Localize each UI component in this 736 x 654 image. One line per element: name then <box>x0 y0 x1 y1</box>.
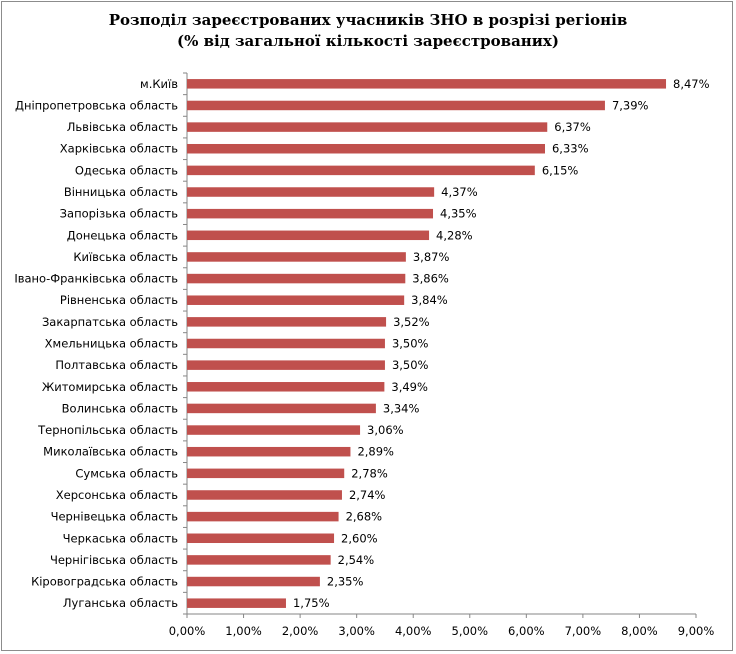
category-label: Хмельницька область <box>45 337 179 351</box>
category-label: Львівська область <box>67 120 178 134</box>
x-tick-label: 5,00% <box>452 624 489 638</box>
category-label: Дніпропетровська область <box>15 98 178 112</box>
category-label: Івано-Франківська область <box>14 272 178 286</box>
category-label: Чернівецька область <box>51 510 179 524</box>
data-label: 3,06% <box>367 423 404 437</box>
x-tick-label: 4,00% <box>395 624 432 638</box>
category-label: Миколаївська область <box>43 445 178 459</box>
data-label: 3,84% <box>411 293 448 307</box>
category-label: Луганська область <box>63 596 178 610</box>
category-label: Київська область <box>73 250 178 264</box>
category-label: Вінницька область <box>64 185 178 199</box>
data-label: 3,86% <box>412 272 449 286</box>
x-tick-label: 3,00% <box>338 624 375 638</box>
x-tick-label: 6,00% <box>508 624 545 638</box>
category-label: м.Київ <box>140 77 178 91</box>
bar <box>187 490 342 500</box>
data-label: 2,68% <box>346 510 383 524</box>
data-label: 6,37% <box>554 120 591 134</box>
bar <box>187 511 339 522</box>
category-label: Кіровоградська область <box>31 575 178 589</box>
data-label: 3,50% <box>392 337 429 351</box>
bar <box>187 598 286 608</box>
bar <box>187 533 335 544</box>
data-label: 6,15% <box>542 163 579 177</box>
x-tick-label: 7,00% <box>565 624 602 638</box>
x-tick-label: 2,00% <box>282 624 319 638</box>
bar <box>187 252 406 262</box>
x-tick-label: 1,00% <box>225 624 262 638</box>
data-label: 2,54% <box>338 553 375 567</box>
data-label: 2,74% <box>349 488 386 502</box>
bar <box>187 143 545 154</box>
category-label: Запорізька область <box>60 207 179 221</box>
category-label: Волинська область <box>62 401 179 415</box>
data-label: 7,39% <box>612 98 649 112</box>
category-label: Тернопільська область <box>37 423 178 437</box>
category-label: Чернігівська область <box>50 553 178 567</box>
category-label: Донецька область <box>67 228 178 242</box>
category-label: Одеська область <box>75 163 178 177</box>
bar <box>187 468 345 479</box>
bar <box>187 230 430 241</box>
data-label: 4,28% <box>436 228 473 242</box>
x-tick-label: 0,00% <box>169 624 206 638</box>
category-label: Полтавська область <box>55 358 178 372</box>
x-tick-label: 9,00% <box>678 624 715 638</box>
data-label: 1,75% <box>293 596 330 610</box>
bar <box>187 446 351 457</box>
chart-title-line1: Розподіл зареєстрованих учасників ЗНО в … <box>108 11 628 29</box>
category-label: Рівненська область <box>60 293 178 307</box>
bar <box>187 360 385 370</box>
data-label: 2,35% <box>327 575 364 589</box>
category-label: Сумська область <box>75 466 178 480</box>
data-label: 6,33% <box>552 142 589 156</box>
bar <box>187 79 667 89</box>
data-label: 3,87% <box>413 250 450 264</box>
bar <box>187 208 434 219</box>
category-label: Закарпатська область <box>42 315 178 329</box>
data-label: 2,89% <box>357 445 394 459</box>
bar <box>187 122 548 132</box>
bar <box>187 576 320 587</box>
data-label: 4,37% <box>441 185 478 199</box>
bar <box>187 165 535 176</box>
bar <box>187 382 385 392</box>
data-label: 3,49% <box>391 380 428 394</box>
category-label: Черкаська область <box>63 531 179 545</box>
chart-subtitle: (% від загальної кількості зареєстровани… <box>177 32 559 50</box>
category-label: Херсонська область <box>56 488 178 502</box>
bar <box>187 425 361 435</box>
data-label: 4,35% <box>440 207 477 221</box>
bar <box>187 295 405 305</box>
bar <box>187 317 387 327</box>
bar <box>187 100 605 111</box>
chart-title: Розподіл зареєстрованих учасників ЗНО в … <box>0 10 736 52</box>
x-tick-label: 8,00% <box>621 624 658 638</box>
bar <box>187 338 385 349</box>
data-label: 3,50% <box>392 358 429 372</box>
data-label: 8,47% <box>673 77 710 91</box>
bar <box>187 187 435 197</box>
data-label: 2,60% <box>341 531 378 545</box>
data-label: 2,78% <box>351 466 388 480</box>
bar <box>187 555 331 565</box>
bar <box>187 403 376 414</box>
category-label: Житомирська область <box>42 380 178 394</box>
data-label: 3,52% <box>393 315 430 329</box>
bar <box>187 273 406 284</box>
data-label: 3,34% <box>383 401 420 415</box>
category-label: Харківська область <box>60 142 178 156</box>
